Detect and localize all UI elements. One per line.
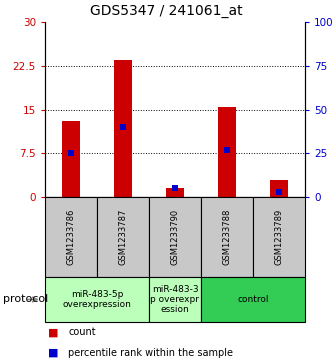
Text: miR-483-3
p overexpr
ession: miR-483-3 p overexpr ession <box>151 285 199 314</box>
Bar <box>253 197 305 277</box>
Point <box>172 185 178 191</box>
Text: GSM1233787: GSM1233787 <box>119 209 128 265</box>
Point <box>224 147 230 153</box>
Bar <box>45 197 97 277</box>
Bar <box>62 121 80 197</box>
Text: GSM1233790: GSM1233790 <box>170 209 179 265</box>
Text: protocol: protocol <box>3 294 49 305</box>
Text: control: control <box>237 295 269 304</box>
Point <box>120 124 126 130</box>
Bar <box>201 277 305 322</box>
Text: percentile rank within the sample: percentile rank within the sample <box>68 348 233 358</box>
Text: GSM1233788: GSM1233788 <box>222 209 231 265</box>
Text: count: count <box>68 327 96 337</box>
Bar <box>218 107 236 197</box>
Bar <box>45 277 149 322</box>
Bar <box>201 197 253 277</box>
Bar <box>166 188 184 197</box>
Bar <box>149 277 201 322</box>
Point <box>276 189 282 195</box>
Bar <box>149 197 201 277</box>
Text: ■: ■ <box>48 327 59 337</box>
Bar <box>114 60 132 197</box>
Point <box>68 150 74 156</box>
Bar <box>97 197 149 277</box>
Text: GSM1233786: GSM1233786 <box>67 209 76 265</box>
Text: ■: ■ <box>48 348 59 358</box>
Text: GSM1233789: GSM1233789 <box>274 209 283 265</box>
Text: GDS5347 / 241061_at: GDS5347 / 241061_at <box>90 4 243 18</box>
Text: miR-483-5p
overexpression: miR-483-5p overexpression <box>63 290 132 309</box>
Bar <box>270 179 288 197</box>
